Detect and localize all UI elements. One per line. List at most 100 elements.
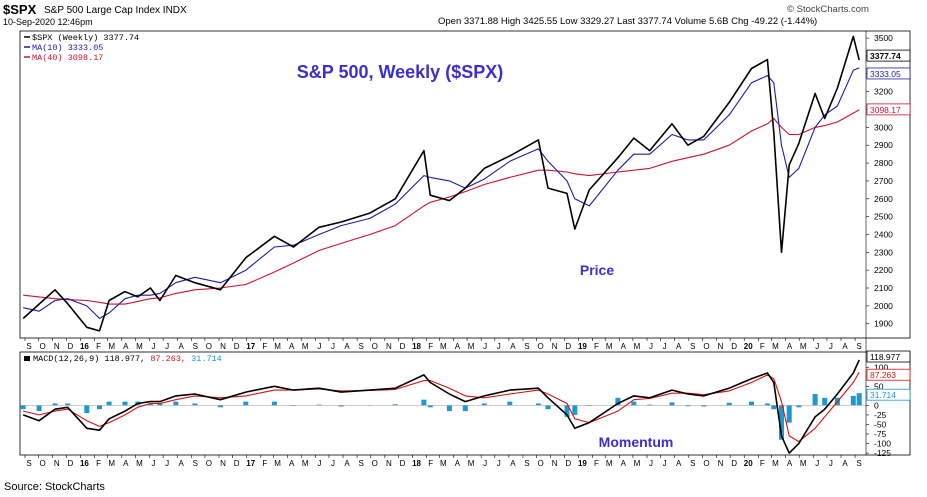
last-value-tag <box>866 49 911 62</box>
x-tick-label: J <box>483 342 487 351</box>
y-tick-label: 100 <box>874 362 888 372</box>
last-value-tag-label: 87.263 <box>870 370 896 380</box>
x-tick-label: S <box>524 342 529 351</box>
last-value-tag <box>866 368 911 381</box>
macd-histogram-bar <box>771 405 777 410</box>
x-tick-label: A <box>787 342 793 351</box>
macd-histogram-bar <box>462 405 468 412</box>
last-value-tag-label: 31.714 <box>870 390 896 400</box>
chart-index-name: S&P 500 Large Cap Index INDX <box>44 5 187 16</box>
x-tick-label: M <box>274 459 281 468</box>
x-tick-label: J <box>829 459 833 468</box>
x-tick-label: M <box>606 459 613 468</box>
y-tick-label: 2400 <box>874 229 893 239</box>
x-tick-label: S <box>358 342 363 351</box>
x-tick-label: O <box>40 459 46 468</box>
macd-histogram-bar <box>701 405 707 407</box>
x-tick-label: D <box>234 342 240 351</box>
macd-histogram-bar <box>316 404 322 406</box>
last-value-tag <box>866 67 911 80</box>
macd-histogram-bar <box>669 402 675 406</box>
y-tick-label: 2200 <box>874 265 893 275</box>
macd-histogram-bar <box>647 404 653 406</box>
x-tick-label: F <box>96 459 101 468</box>
macd-histogram-bar <box>243 401 249 406</box>
x-tick-label: 17 <box>246 459 255 468</box>
y-tick-label: 3200 <box>874 87 893 97</box>
x-tick-label: F <box>594 342 599 351</box>
price-legend-entry: MA(40) 3098.17 <box>32 53 103 63</box>
x-tick-label: M <box>274 342 281 351</box>
y-tick-label: 2900 <box>874 140 893 150</box>
macd-histogram-bar <box>779 405 784 440</box>
x-tick-label: M <box>634 459 641 468</box>
x-tick-label: M <box>440 459 447 468</box>
macd-histogram-bar <box>786 405 792 423</box>
macd-legend-entry: 31.714 <box>191 354 222 364</box>
price-panel-frame <box>19 30 911 339</box>
stockcharts-logo: © StockCharts.com <box>787 4 869 15</box>
chart-date: 10-Sep-2020 12:46pm <box>3 17 93 27</box>
macd-histogram-bar <box>157 403 163 406</box>
macd-histogram-bar <box>572 405 578 415</box>
macd-histogram-bar <box>631 401 637 406</box>
x-tick-label: 16 <box>80 342 89 351</box>
x-tick-label: O <box>372 459 378 468</box>
momentum-annotation: Momentum <box>599 434 674 450</box>
last-value-tag-label: 3333.05 <box>870 69 901 79</box>
macd-histogram-bar <box>726 402 732 406</box>
macd-histogram-bar <box>192 403 198 406</box>
x-tick-label: J <box>317 459 321 468</box>
x-tick-label: A <box>676 342 682 351</box>
x-tick-label: 18 <box>412 342 421 351</box>
y-tick-label: 2500 <box>874 212 893 222</box>
x-tick-label: M <box>634 342 641 351</box>
macd-histogram-bar <box>685 405 691 407</box>
macd-histogram-bar <box>173 401 179 406</box>
price-legend-entry: MA(10) 3333.05 <box>32 43 103 53</box>
macd-histogram-bar <box>52 403 58 406</box>
x-tick-label: M <box>800 342 807 351</box>
x-tick-label: J <box>815 459 819 468</box>
x-tick-label: M <box>468 459 475 468</box>
y-tick-label: 2800 <box>874 158 893 168</box>
macd-histogram-bar <box>481 403 487 406</box>
spx-price-line <box>22 35 860 332</box>
macd-histogram-bar <box>338 405 344 407</box>
x-tick-label: A <box>179 342 185 351</box>
x-tick-label: A <box>455 342 461 351</box>
x-tick-label: D <box>67 459 73 468</box>
chart-symbol: $SPX <box>3 2 37 17</box>
x-tick-label: A <box>842 342 848 351</box>
x-tick-label: N <box>220 459 226 468</box>
x-tick-label: N <box>552 459 558 468</box>
macd-histogram-bar <box>84 405 90 413</box>
macd-histogram-bar <box>36 405 42 412</box>
y-tick-label: -125 <box>874 448 891 458</box>
y-tick-label: 2700 <box>874 176 893 186</box>
last-value-tag-label: 118.977 <box>870 352 900 362</box>
x-tick-label: S <box>26 459 31 468</box>
macd-line <box>22 359 860 454</box>
y-tick-label: -25 <box>874 410 887 420</box>
x-tick-label: A <box>621 459 627 468</box>
x-tick-label: N <box>220 342 226 351</box>
x-tick-label: A <box>787 459 793 468</box>
x-tick-label: J <box>317 342 321 351</box>
macd-histogram-bar <box>615 397 621 406</box>
x-tick-label: M <box>108 459 115 468</box>
last-value-tag-label: 3098.17 <box>870 105 901 115</box>
x-tick-label: 20 <box>744 459 753 468</box>
x-tick-label: S <box>193 459 198 468</box>
x-tick-label: S <box>856 459 861 468</box>
x-tick-label: M <box>800 459 807 468</box>
x-tick-label: A <box>179 459 185 468</box>
y-tick-label: -75 <box>874 429 887 439</box>
x-tick-label: N <box>718 459 724 468</box>
x-tick-label: D <box>400 342 406 351</box>
x-tick-label: J <box>151 342 155 351</box>
x-tick-label: A <box>123 459 129 468</box>
x-tick-label: J <box>151 459 155 468</box>
y-tick-label: 2600 <box>874 194 893 204</box>
x-tick-label: J <box>331 459 335 468</box>
